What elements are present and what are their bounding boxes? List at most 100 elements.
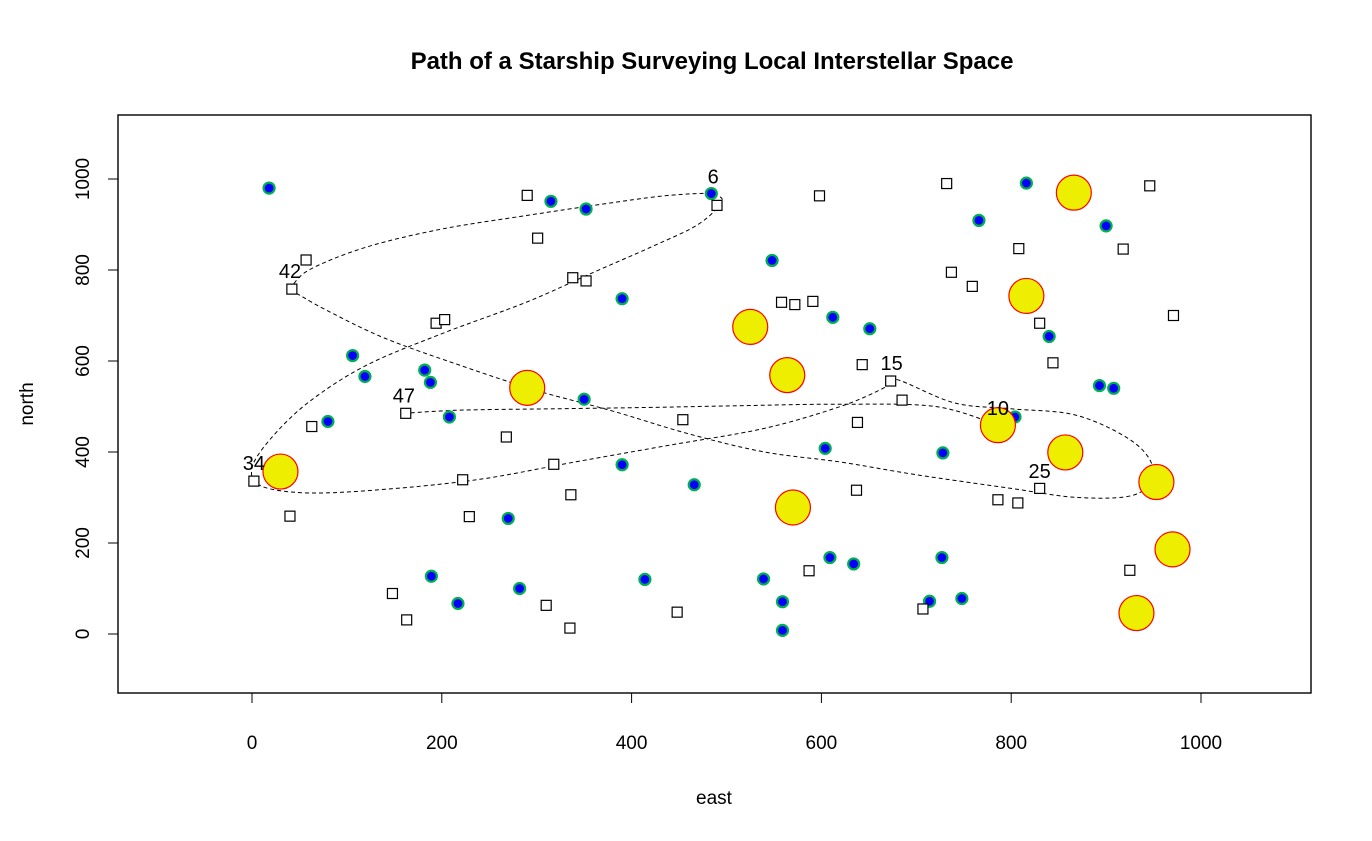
planet-dot — [451, 596, 465, 611]
planet-dot — [423, 375, 438, 389]
y-tick-label: 1000 — [73, 158, 94, 200]
x-axis-label: east — [696, 788, 733, 809]
survey-square — [850, 484, 863, 496]
planet-dot — [345, 348, 360, 363]
survey-square — [775, 296, 788, 308]
star-circle — [509, 369, 546, 406]
path-point-label: 25 — [1029, 461, 1051, 483]
x-tick-label: 0 — [247, 733, 258, 754]
planet-dot — [847, 557, 861, 571]
x-tick-label: 400 — [616, 733, 648, 754]
survey-square — [400, 407, 412, 419]
star-circle — [1118, 594, 1155, 632]
planet-dot — [1042, 329, 1056, 344]
path-point-label: 15 — [881, 353, 903, 375]
chart-title: Path of a Starship Surveying Local Inter… — [411, 48, 1014, 75]
survey-square — [1167, 309, 1180, 322]
planet-dot — [775, 623, 790, 637]
x-tick-label: 800 — [995, 733, 1027, 754]
survey-square — [992, 494, 1004, 506]
survey-square — [567, 272, 579, 284]
planet-dot — [863, 322, 877, 336]
planet-dot — [704, 186, 718, 201]
survey-square — [851, 416, 864, 429]
planet-dot — [756, 572, 771, 586]
survey-square — [1034, 482, 1046, 494]
survey-path — [250, 192, 1155, 499]
survey-square — [677, 414, 689, 426]
survey-square — [500, 431, 512, 443]
survey-square — [1144, 180, 1156, 192]
planet-dot — [442, 410, 456, 424]
planet-dot — [687, 478, 701, 492]
y-axis: 0 200 400 600 800 1000 — [73, 158, 119, 640]
survey-square — [945, 266, 958, 278]
star-circle — [769, 357, 806, 394]
star-circle — [1055, 174, 1092, 211]
survey-square — [896, 394, 908, 406]
y-tick-label: 0 — [73, 629, 94, 640]
path-point-label: 34 — [243, 453, 265, 475]
y-tick-label: 200 — [73, 527, 94, 559]
planet-dot — [321, 414, 335, 429]
path-curve — [250, 192, 1155, 499]
star-circle — [1008, 277, 1045, 315]
survey-square — [540, 599, 552, 611]
survey-square — [286, 283, 298, 295]
path-point-label: 6 — [708, 167, 719, 189]
planet-dot — [936, 446, 950, 460]
survey-square — [463, 511, 475, 523]
x-tick-label: 200 — [426, 733, 458, 754]
x-tick-label: 600 — [806, 733, 838, 754]
planet-dot — [1099, 219, 1113, 233]
path-curve-segment — [403, 403, 999, 426]
survey-square — [1034, 317, 1046, 329]
x-axis: 0 200 400 600 800 1000 — [247, 692, 1222, 754]
planet-dot — [577, 392, 591, 406]
survey-square — [1117, 243, 1129, 255]
survey-square — [807, 295, 819, 307]
survey-square — [532, 232, 544, 244]
survey-square — [1124, 564, 1136, 576]
planet-dot — [818, 441, 832, 455]
survey-square — [401, 614, 413, 626]
survey-square — [548, 458, 560, 470]
planet-dot — [972, 213, 986, 228]
survey-square — [856, 359, 868, 371]
planet-dot — [638, 572, 652, 587]
survey-square — [521, 189, 533, 201]
survey-square — [789, 298, 801, 311]
survey-square — [580, 275, 592, 287]
survey-square — [813, 190, 826, 202]
star-circle — [774, 489, 812, 526]
survey-square — [1047, 357, 1059, 369]
path-labels: 6 42 15 47 10 34 25 — [243, 167, 1051, 483]
planet-dot — [765, 253, 779, 268]
planet-dot — [262, 181, 276, 195]
survey-square — [248, 475, 260, 487]
survey-square — [300, 254, 312, 266]
y-tick-label: 800 — [73, 254, 94, 286]
survey-square — [966, 280, 978, 292]
survey-square — [917, 603, 929, 615]
planet-dot — [935, 550, 949, 565]
planet-dot — [775, 595, 790, 609]
survey-square — [565, 489, 577, 501]
planet-dot — [424, 569, 438, 583]
path-point-label: 42 — [279, 261, 301, 283]
star-circle — [1138, 463, 1175, 501]
planet-dot — [615, 458, 629, 472]
survey-square — [1013, 243, 1025, 255]
planet-dot — [955, 591, 969, 606]
planet-dot — [418, 363, 432, 377]
survey-square — [711, 199, 723, 211]
survey-square — [306, 420, 318, 433]
y-tick-label: 600 — [73, 345, 94, 377]
star-circle — [979, 407, 1017, 444]
survey-square — [941, 177, 953, 190]
planet-dot — [1092, 378, 1107, 393]
planet-dot — [544, 194, 558, 208]
y-tick-label: 400 — [73, 436, 94, 468]
star-circle — [1154, 531, 1191, 568]
survey-square — [1012, 497, 1024, 509]
